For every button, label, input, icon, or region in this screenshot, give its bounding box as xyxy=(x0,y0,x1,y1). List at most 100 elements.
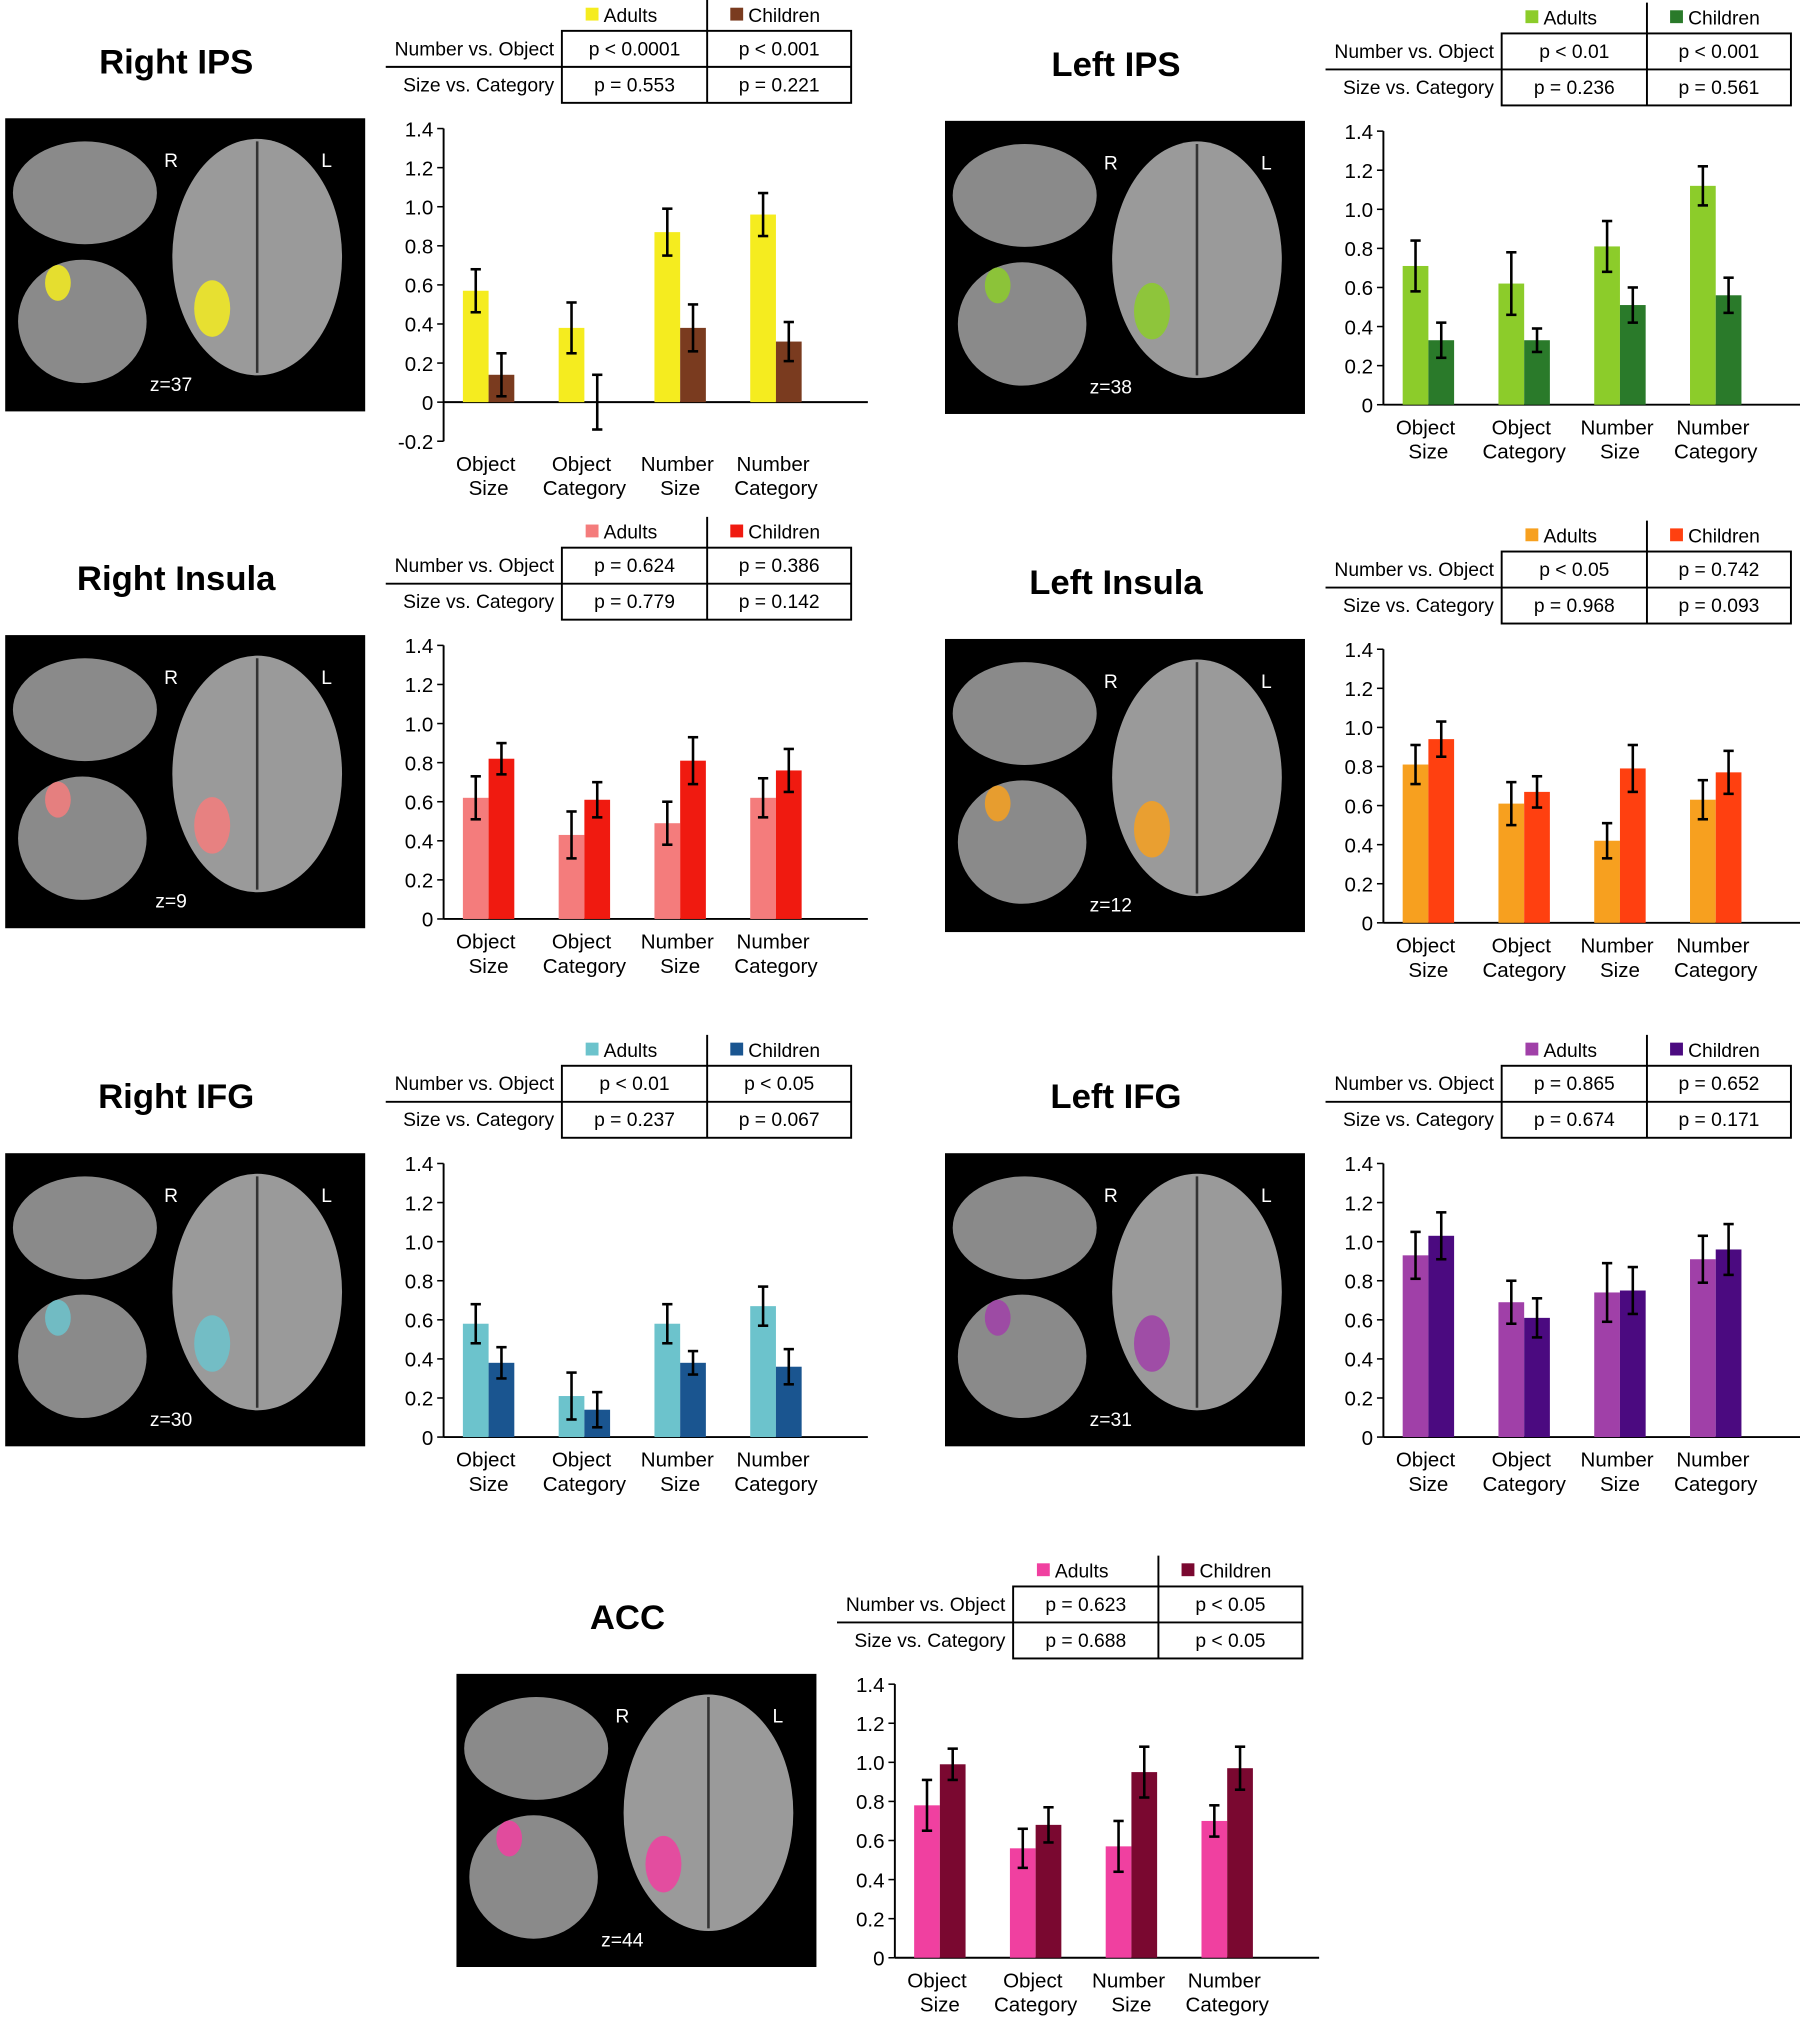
legend-swatch xyxy=(1525,528,1539,542)
roi-highlight xyxy=(194,280,231,337)
roi-highlight xyxy=(45,264,71,301)
legend-label: Children xyxy=(1688,527,1760,548)
bar xyxy=(1227,1768,1253,1958)
error-bar xyxy=(592,1390,603,1429)
table-cell: p = 0.688 xyxy=(1045,1631,1126,1652)
error-bar xyxy=(1410,743,1421,786)
table-cell: Number vs. Object xyxy=(1334,560,1494,581)
y-tick-label: 1.0 xyxy=(1345,717,1374,740)
brain-sagittal xyxy=(952,662,1097,765)
error-bar xyxy=(1506,1279,1517,1326)
error-bar xyxy=(1234,1745,1246,1791)
y-tick-label: 0.2 xyxy=(405,353,434,376)
table-cell: p < 0.05 xyxy=(1195,1595,1265,1616)
error-bar xyxy=(470,775,481,821)
bar xyxy=(1035,1824,1062,1958)
y-tick-label: 0.8 xyxy=(405,236,434,259)
x-tick-label: Number Category xyxy=(1674,934,1758,981)
error-bar xyxy=(496,741,507,776)
x-tick-label: Object Size xyxy=(1396,934,1461,981)
x-tick-label: Object Size xyxy=(907,1969,972,2016)
table-cell: Number vs. Object xyxy=(395,39,555,60)
y-tick-label: 1.0 xyxy=(405,196,434,219)
y-tick-label: 1.2 xyxy=(856,1713,885,1736)
error-bar xyxy=(757,1285,769,1327)
y-tick-label: 0.2 xyxy=(405,870,434,893)
roi-highlight xyxy=(1133,800,1170,858)
y-tick-label: 1.2 xyxy=(405,1192,434,1215)
error-bar xyxy=(1531,1297,1543,1339)
table-cell: Size vs. Category xyxy=(403,1110,554,1131)
roi-highlight xyxy=(194,1315,231,1372)
roi-highlight xyxy=(1133,1315,1170,1372)
error-bar xyxy=(1436,321,1447,360)
error-bar xyxy=(1506,780,1517,827)
legend-swatch xyxy=(1670,10,1683,24)
legend-label: Adults xyxy=(1543,1041,1597,1062)
table-cell: Size vs. Category xyxy=(854,1631,1005,1652)
panel-title: Left Insula xyxy=(1029,564,1203,602)
x-tick-label: Number Size xyxy=(641,931,720,978)
y-tick-label: 0.8 xyxy=(405,1270,434,1293)
x-tick-label: Number Size xyxy=(1581,1449,1660,1496)
table-cell: p = 0.623 xyxy=(1045,1595,1126,1616)
x-tick-label: Number Category xyxy=(734,1449,818,1496)
y-tick-label: 1.0 xyxy=(1345,199,1374,222)
table-cell: p = 0.865 xyxy=(1534,1074,1615,1095)
bar xyxy=(1402,1255,1429,1438)
brain-sagittal xyxy=(12,658,157,762)
y-tick-label: 1.0 xyxy=(405,713,434,736)
bar xyxy=(1524,791,1550,923)
table-cell: p = 0.142 xyxy=(739,592,820,613)
brain-coronal xyxy=(18,259,147,384)
image-label: z=30 xyxy=(150,1410,192,1431)
error-bar xyxy=(1697,165,1709,207)
image-label: z=31 xyxy=(1090,1410,1132,1431)
legend-swatch xyxy=(730,1042,744,1056)
table-cell: Number vs. Object xyxy=(395,556,555,577)
error-bar xyxy=(783,1347,794,1386)
y-tick-label: 0.4 xyxy=(405,314,434,337)
image-label: L xyxy=(773,1707,784,1728)
legend-swatch xyxy=(730,7,744,21)
table-cell: p = 0.386 xyxy=(739,556,820,577)
x-tick-label: Number Size xyxy=(1581,934,1660,981)
y-tick-label: 1.2 xyxy=(1345,678,1374,701)
image-label: z=38 xyxy=(1090,377,1132,398)
error-bar xyxy=(662,1302,673,1345)
x-tick-label: Number Category xyxy=(734,453,818,500)
bar xyxy=(1690,1259,1716,1438)
brain-coronal xyxy=(957,262,1087,386)
image-label: L xyxy=(321,1186,332,1207)
x-tick-label: Object Category xyxy=(543,1449,627,1496)
y-tick-label: 0.2 xyxy=(405,1388,434,1411)
x-tick-label: Object Size xyxy=(456,1449,521,1496)
error-bar xyxy=(1436,720,1447,759)
error-bar xyxy=(470,267,481,314)
panel-title: Right IPS xyxy=(99,43,253,81)
table-cell: p < 0.01 xyxy=(1539,42,1609,63)
table-cell: p < 0.0001 xyxy=(589,39,681,60)
bar xyxy=(775,770,802,919)
y-tick-label: 1.4 xyxy=(1345,121,1374,144)
legend-label: Children xyxy=(1688,1041,1760,1062)
error-bar xyxy=(1627,1265,1638,1316)
y-tick-label: 1.0 xyxy=(1345,1231,1374,1254)
x-tick-label: Number Category xyxy=(1674,416,1758,463)
error-bar xyxy=(921,1778,933,1833)
legend-label: Children xyxy=(1200,1561,1272,1582)
x-tick-label: Number Size xyxy=(641,453,720,500)
error-bar xyxy=(1017,1827,1028,1870)
image-label: L xyxy=(321,151,332,172)
error-bar xyxy=(757,776,769,819)
table-cell: p = 0.236 xyxy=(1534,78,1615,99)
table-cell: p = 0.553 xyxy=(594,75,675,96)
bar xyxy=(1715,772,1742,923)
panel-title: ACC xyxy=(590,1599,665,1637)
bar xyxy=(584,799,611,919)
table-cell: p = 0.237 xyxy=(594,1110,675,1131)
y-tick-label: 0 xyxy=(422,1427,433,1450)
error-bar xyxy=(592,373,603,431)
bar xyxy=(680,760,706,919)
panel-title: Right IFG xyxy=(98,1078,254,1116)
